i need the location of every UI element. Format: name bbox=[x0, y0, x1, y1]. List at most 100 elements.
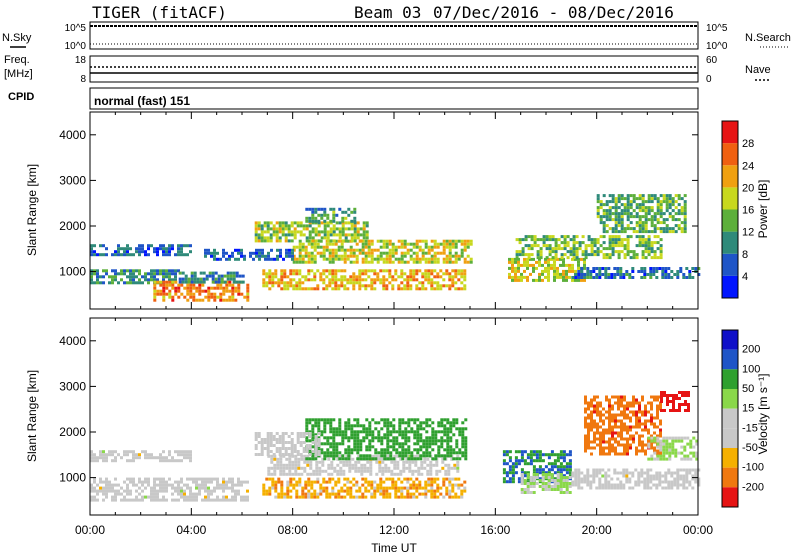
data-cell bbox=[695, 457, 699, 461]
data-cell bbox=[663, 394, 666, 397]
data-cell bbox=[322, 245, 326, 249]
data-cell bbox=[677, 203, 681, 207]
data-cell bbox=[138, 480, 141, 484]
data-cell bbox=[309, 466, 313, 470]
data-cell bbox=[697, 480, 701, 484]
data-cell bbox=[415, 284, 419, 288]
data-cell bbox=[433, 242, 437, 246]
data-cell bbox=[168, 269, 171, 273]
data-cell bbox=[300, 472, 304, 476]
data-cell bbox=[138, 492, 141, 496]
data-cell bbox=[514, 450, 518, 454]
data-cell bbox=[442, 248, 446, 252]
data-cell bbox=[584, 437, 587, 441]
data-cell bbox=[632, 230, 636, 234]
data-cell bbox=[282, 469, 286, 473]
data-cell bbox=[515, 253, 519, 257]
data-cell bbox=[168, 278, 171, 282]
data-cell bbox=[204, 254, 207, 258]
data-cell bbox=[290, 224, 294, 228]
data-cell bbox=[138, 278, 141, 282]
data-cell bbox=[590, 410, 593, 414]
data-cell bbox=[623, 410, 626, 414]
data-cell bbox=[420, 460, 424, 464]
data-cell bbox=[554, 250, 558, 254]
data-cell bbox=[289, 269, 293, 273]
data-cell bbox=[602, 446, 605, 450]
data-cell bbox=[135, 453, 138, 457]
data-cell bbox=[665, 203, 669, 207]
data-cell bbox=[394, 257, 398, 261]
data-cell bbox=[461, 442, 465, 446]
data-cell bbox=[637, 471, 641, 475]
data-cell bbox=[545, 247, 549, 251]
data-cell bbox=[430, 483, 434, 487]
data-cell bbox=[676, 276, 680, 279]
data-cell bbox=[228, 498, 231, 502]
data-cell bbox=[102, 275, 105, 279]
data-cell bbox=[553, 453, 557, 457]
data-cell bbox=[664, 477, 668, 481]
data-cell bbox=[454, 251, 458, 255]
data-cell bbox=[623, 238, 627, 242]
data-cell bbox=[439, 492, 443, 496]
data-cell bbox=[375, 460, 379, 464]
data-cell bbox=[249, 254, 252, 258]
data-cell bbox=[328, 269, 332, 273]
data-cell bbox=[635, 398, 638, 402]
data-cell bbox=[262, 492, 266, 496]
data-cell bbox=[394, 492, 398, 496]
data-cell bbox=[135, 250, 138, 254]
data-cell bbox=[641, 209, 645, 213]
data-cell bbox=[165, 275, 168, 279]
data-cell bbox=[302, 435, 306, 438]
data-cell bbox=[361, 248, 365, 252]
data-cell bbox=[335, 448, 339, 452]
data-cell bbox=[635, 221, 639, 225]
data-cell bbox=[299, 441, 303, 444]
data-cell bbox=[560, 253, 564, 257]
data-cell bbox=[353, 430, 357, 434]
data-cell bbox=[310, 269, 314, 273]
data-cell bbox=[563, 247, 567, 251]
data-cell bbox=[442, 483, 446, 487]
data-cell bbox=[665, 230, 669, 234]
data-cell bbox=[377, 430, 381, 434]
data-cell bbox=[343, 489, 347, 493]
data-cell bbox=[362, 454, 366, 458]
data-cell bbox=[153, 272, 156, 276]
data-cell bbox=[433, 257, 437, 261]
data-cell bbox=[663, 391, 666, 394]
data-cell bbox=[196, 280, 200, 284]
data-cell bbox=[550, 266, 553, 270]
data-cell bbox=[586, 474, 590, 478]
data-cell bbox=[545, 256, 549, 260]
data-cell bbox=[430, 477, 434, 481]
data-cell bbox=[544, 275, 547, 279]
data-cell bbox=[502, 468, 506, 472]
data-cell bbox=[180, 477, 183, 481]
data-cell bbox=[577, 266, 580, 270]
data-cell bbox=[596, 200, 600, 204]
data-cell bbox=[290, 230, 294, 234]
data-cell bbox=[680, 212, 684, 216]
data-cell bbox=[670, 276, 674, 279]
data-cell bbox=[620, 203, 624, 207]
data-cell bbox=[635, 235, 639, 239]
data-cell bbox=[508, 257, 511, 261]
data-cell bbox=[586, 480, 590, 484]
data-cell bbox=[587, 440, 590, 444]
data-cell bbox=[352, 483, 356, 487]
data-cell bbox=[328, 254, 332, 258]
data-cell bbox=[514, 257, 517, 261]
data-cell bbox=[364, 284, 368, 288]
data-cell bbox=[440, 445, 444, 449]
data-cell bbox=[144, 453, 147, 457]
data-cell bbox=[334, 281, 338, 285]
data-cell bbox=[108, 281, 111, 285]
data-cell bbox=[526, 491, 530, 494]
data-cell bbox=[614, 449, 617, 453]
data-cell bbox=[572, 247, 576, 251]
data-cell bbox=[656, 413, 659, 417]
data-cell bbox=[305, 236, 309, 240]
